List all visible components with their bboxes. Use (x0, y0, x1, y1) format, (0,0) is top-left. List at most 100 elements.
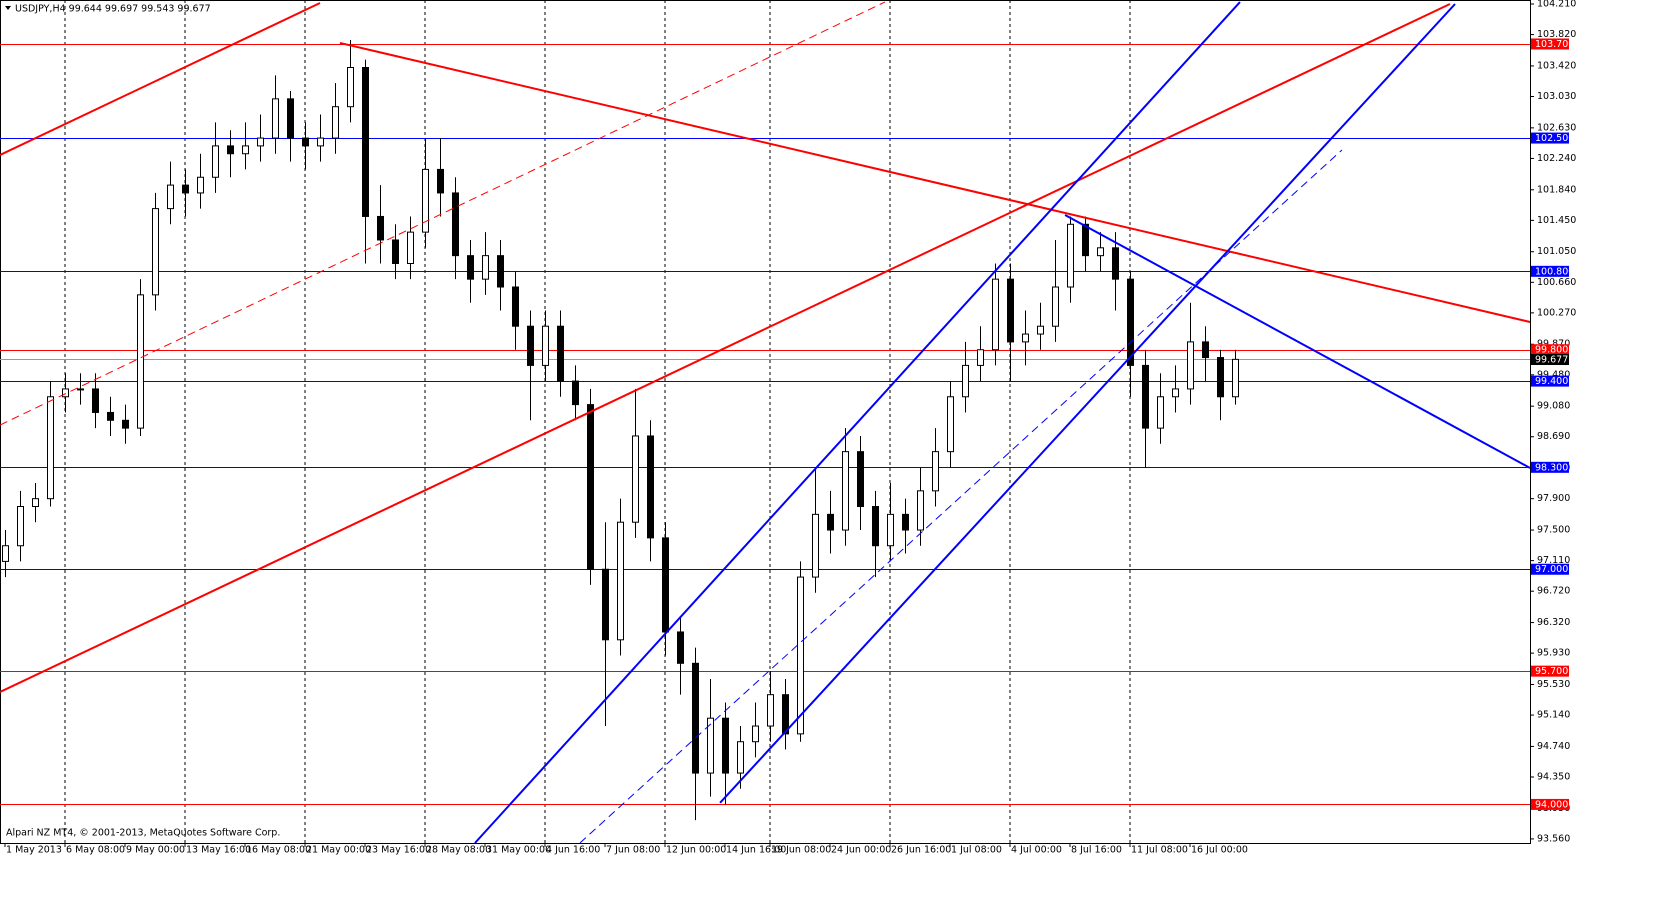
candle-body (693, 663, 699, 773)
candle-body (1143, 365, 1149, 428)
candle-body (258, 138, 264, 146)
candle-body (108, 412, 114, 420)
y-tick-label: 95.530 (1537, 679, 1570, 690)
x-tick-label: 1 Jul 08:00 (951, 845, 1002, 856)
candle-body (633, 436, 639, 522)
candle-body (828, 514, 834, 530)
y-tick-label: 104.210 (1537, 0, 1576, 9)
level-label: 97.000 (1535, 564, 1568, 575)
y-tick-label: 102.240 (1537, 153, 1576, 164)
candle-body (918, 491, 924, 530)
candle-body (723, 718, 729, 773)
candle-body (273, 99, 279, 138)
candle-body (873, 507, 879, 546)
y-tick-label: 102.630 (1537, 122, 1576, 133)
x-tick-label: 11 Jul 08:00 (1131, 845, 1188, 856)
candle-body (663, 538, 669, 632)
candle-body (798, 577, 804, 734)
candle-body (498, 256, 504, 287)
x-tick-label: 19 Jun 08:00 (771, 845, 831, 856)
candle-body (558, 326, 564, 381)
candle-body (1128, 279, 1134, 365)
candle-body (243, 146, 249, 154)
level-label: 99.400 (1535, 376, 1568, 387)
candle-body (378, 216, 384, 240)
y-tick-label: 94.740 (1537, 741, 1570, 752)
candle-body (1233, 359, 1239, 396)
y-tick-label: 93.560 (1537, 833, 1570, 844)
candle-body (858, 452, 864, 507)
candle-body (168, 185, 174, 209)
y-tick-label: 96.320 (1537, 617, 1570, 628)
x-tick-label: 24 Jun 00:00 (831, 845, 891, 856)
candle-body (1218, 358, 1224, 397)
candle-body (438, 169, 444, 193)
candle-body (288, 99, 294, 138)
candle-body (303, 138, 309, 146)
level-label: 95.700 (1535, 666, 1568, 677)
x-tick-label: 13 May 16:00 (186, 845, 251, 856)
y-tick-label: 94.350 (1537, 771, 1570, 782)
candle-body (363, 67, 369, 216)
candle-body (213, 146, 219, 177)
y-tick-label: 103.030 (1537, 91, 1576, 102)
candle-body (978, 350, 984, 366)
candle-body (648, 436, 654, 538)
candle-body (33, 499, 39, 507)
x-tick-label: 7 Jun 08:00 (606, 845, 660, 856)
candle-body (513, 287, 519, 326)
candle-body (753, 726, 759, 742)
candle-body (843, 452, 849, 530)
level-label: 94.000 (1535, 799, 1568, 810)
y-tick-label: 97.900 (1537, 493, 1570, 504)
candle-body (483, 256, 489, 280)
candle-body (453, 193, 459, 256)
candle-body (1113, 248, 1119, 279)
candle-body (198, 177, 204, 193)
candle-body (1068, 224, 1074, 287)
y-tick-label: 100.270 (1537, 307, 1576, 318)
candle-body (468, 256, 474, 280)
candle-body (573, 381, 579, 405)
y-tick-label: 100.660 (1537, 277, 1576, 288)
y-tick-label: 101.840 (1537, 184, 1576, 195)
x-tick-label: 28 May 08:00 (426, 845, 491, 856)
candle-body (1023, 334, 1029, 342)
candle-body (408, 232, 414, 263)
candle-body (48, 397, 54, 499)
candle-body (1173, 389, 1179, 397)
candle-body (963, 365, 969, 396)
candle-body (588, 405, 594, 570)
candle-body (1203, 342, 1209, 358)
x-tick-label: 9 May 00:00 (126, 845, 185, 856)
candle-body (888, 514, 894, 545)
x-tick-label: 23 May 16:00 (366, 845, 431, 856)
x-tick-label: 4 Jun 16:00 (546, 845, 600, 856)
y-tick-label: 99.080 (1537, 401, 1570, 412)
candle-body (78, 389, 84, 390)
x-tick-label: 6 May 08:00 (66, 845, 125, 856)
y-tick-label: 95.140 (1537, 710, 1570, 721)
candle-body (393, 240, 399, 264)
y-tick-label: 103.420 (1537, 60, 1576, 71)
chart-title: USDJPY,H4 99.644 99.697 99.543 99.677 (15, 4, 211, 15)
candle-body (1053, 287, 1059, 326)
candle-body (528, 326, 534, 365)
candle-body (1083, 224, 1089, 255)
level-label: 100.800 (1535, 266, 1574, 277)
candle-body (603, 569, 609, 640)
x-tick-label: 21 May 00:00 (306, 845, 371, 856)
candle-body (1038, 326, 1044, 334)
candle-body (93, 389, 99, 413)
candle-body (3, 546, 9, 562)
candle-body (678, 632, 684, 663)
candle-body (738, 742, 744, 773)
level-label: 103.700 (1535, 39, 1574, 50)
x-tick-label: 16 May 08:00 (246, 845, 311, 856)
candle-body (18, 507, 24, 546)
candle-body (63, 389, 69, 397)
y-tick-label: 101.450 (1537, 215, 1576, 226)
